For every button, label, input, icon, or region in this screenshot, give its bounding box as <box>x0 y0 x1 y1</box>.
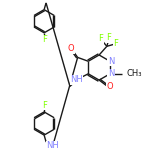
Text: CH₃: CH₃ <box>126 69 142 78</box>
Text: N: N <box>108 69 114 78</box>
Text: O: O <box>106 82 113 91</box>
Text: O: O <box>68 44 74 53</box>
Text: NH: NH <box>46 141 59 150</box>
Text: F: F <box>99 34 104 43</box>
Text: F: F <box>113 39 118 48</box>
Text: F: F <box>42 101 46 110</box>
Text: NH: NH <box>70 75 83 84</box>
Text: F: F <box>106 33 111 42</box>
Text: F: F <box>42 35 46 44</box>
Text: N: N <box>108 57 114 66</box>
